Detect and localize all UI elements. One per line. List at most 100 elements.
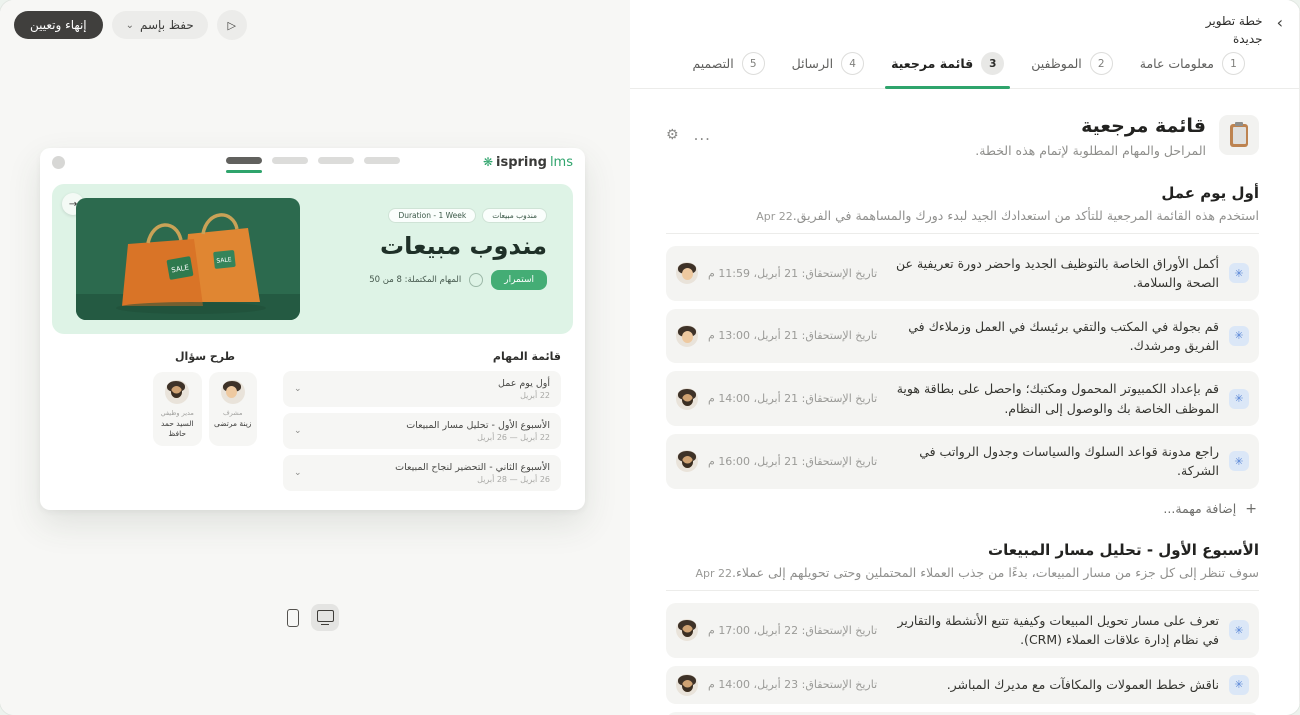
task-due-date: تاريخ الإستحقاق: 21 أبريل، 13:00 م xyxy=(708,329,878,343)
plus-icon: + xyxy=(1245,500,1257,517)
section-date: Apr 22 xyxy=(756,209,793,223)
task-type-icon: ✳ xyxy=(1229,388,1249,409)
tab-label: الرسائل xyxy=(791,56,834,71)
hero-badges: مندوب مبيعات Duration - 1 Week xyxy=(307,208,547,223)
tab[interactable]: 1 معلومات عامة xyxy=(1140,52,1245,88)
task-text: تعرف على مسار تحويل المبيعات وكيفية تتبع… xyxy=(897,612,1219,648)
clipboard-icon xyxy=(1219,115,1259,155)
nav-pill-active xyxy=(225,157,262,173)
editor-pane: › خطة تطوير جديدة 1 معلومات عامة 2 الموظ… xyxy=(630,0,1300,715)
nav-pill xyxy=(271,157,308,164)
preview-task-title: أول يوم عمل xyxy=(498,378,550,389)
save-as-button[interactable]: حفظ بإسم ⌄ xyxy=(111,11,208,39)
task-due-date: تاريخ الإستحقاق: 21 أبريل، 16:00 م xyxy=(708,454,878,468)
preview-task-rows: أول يوم عمل 22 أبريل ⌄ الأسبوع الأول - ت… xyxy=(283,371,561,491)
task-list: ✳ تعرف على مسار تحويل المبيعات وكيفية تت… xyxy=(666,602,1259,715)
preview-task-dates: 22 أبريل xyxy=(520,391,550,400)
add-task-button[interactable]: + إضافة مهمة... xyxy=(668,501,1257,517)
task-row[interactable]: ✳ ناقش خطط العمولات والمكافآت مع مديرك ا… xyxy=(666,711,1259,715)
gear-icon[interactable]: ⚙ xyxy=(666,127,679,143)
mentor-card[interactable]: مشرف زينة مرتضى xyxy=(208,372,257,447)
task-row[interactable]: ✳ قم بإعداد الكمبيوتر المحمول ومكتبك؛ وا… xyxy=(666,371,1259,427)
logo-ispring-text: ispring xyxy=(496,154,547,170)
nav-placeholder xyxy=(225,157,400,173)
course-cover-image: SALE SALE xyxy=(76,198,300,320)
preview-task-title: الأسبوع الثاني - التحضير لنجاح المبيعات xyxy=(395,462,550,473)
plan-title: خطة تطوير جديدة xyxy=(1205,14,1263,46)
checklist-section: الأسبوع الأول - تحليل مسار المبيعات سوف … xyxy=(666,541,1259,715)
svg-text:SALE: SALE xyxy=(216,256,232,265)
mentor-cards: مشرف زينة مرتضى مدير وظيفي السيد حمد حاف… xyxy=(153,372,257,447)
chevron-down-icon: ⌄ xyxy=(294,426,302,436)
task-due-date: تاريخ الإستحقاق: 23 أبريل، 14:00 م xyxy=(708,678,878,692)
assignee-avatar xyxy=(676,450,698,473)
preview-task-row[interactable]: الأسبوع الأول - تحليل مسار المبيعات 22 أ… xyxy=(283,413,561,449)
collapse-chevron-icon[interactable]: › xyxy=(1276,13,1283,32)
course-hero-card: → SALE xyxy=(52,184,573,334)
assignee-avatar xyxy=(676,324,698,347)
device-toggle xyxy=(287,604,339,631)
duration-badge: Duration - 1 Week xyxy=(388,208,477,223)
desktop-view-button[interactable] xyxy=(311,604,339,631)
mentor-role: مشرف xyxy=(222,409,243,417)
task-text: راجع مدونة قواعد السلوك والسياسات وجدول … xyxy=(919,444,1219,479)
task-row[interactable]: ✳ ناقش خطط العمولات والمكافآت مع مديرك ا… xyxy=(666,665,1259,704)
play-preview-button[interactable]: ▷ xyxy=(216,10,247,40)
checklist-header: قائمة مرجعية المراحل والمهام المطلوبة لإ… xyxy=(666,115,1259,158)
tab-label: معلومات عامة xyxy=(1139,56,1214,71)
preview-task-row[interactable]: الأسبوع الثاني - التحضير لنجاح المبيعات … xyxy=(283,455,561,491)
mentor-role: مدير وظيفي xyxy=(160,409,194,417)
header-titles: قائمة مرجعية المراحل والمهام المطلوبة لإ… xyxy=(975,115,1206,158)
preview-task-dates: 22 أبريل — 26 أبريل xyxy=(477,433,550,442)
task-text: قم بإعداد الكمبيوتر المحمول ومكتبك؛ واحص… xyxy=(896,381,1219,416)
tab[interactable]: 3 قائمة مرجعية xyxy=(885,52,1011,89)
ispring-logo-icon: ❋ xyxy=(482,155,493,169)
ispring-lms-logo: ❋ ispring lms xyxy=(483,155,573,170)
section-meta: استخدم هذه القائمة المرجعية للتأكد من اس… xyxy=(666,208,1259,234)
svg-text:SALE: SALE xyxy=(171,264,190,275)
continue-button[interactable]: استمرار xyxy=(491,270,547,290)
preview-topbar: ❋ ispring lms xyxy=(40,148,585,176)
plan-topbar: › خطة تطوير جديدة xyxy=(630,0,1299,48)
tab[interactable]: 5 التصميم xyxy=(692,52,765,88)
header-actions: ... ⚙ xyxy=(666,127,711,143)
section-title: الأسبوع الأول - تحليل مسار المبيعات xyxy=(988,540,1259,559)
logo-lms-text: lms xyxy=(549,154,573,170)
tab-number: 4 xyxy=(841,52,865,75)
task-type-icon: ✳ xyxy=(1229,620,1249,641)
task-due-date: تاريخ الإستحقاق: 21 أبريل، 11:59 م xyxy=(708,266,878,280)
course-title: مندوب مبيعات xyxy=(379,232,547,260)
assignee-avatar xyxy=(676,619,698,642)
task-type-icon: ✳ xyxy=(1229,674,1249,695)
mentor-avatar xyxy=(165,380,190,404)
sections: أول يوم عمل استخدم هذه القائمة المرجعية … xyxy=(666,184,1259,715)
tab[interactable]: 2 الموظفين xyxy=(1031,52,1113,88)
tab[interactable]: 4 الرسائل xyxy=(791,52,865,88)
chevron-down-icon: ⌄ xyxy=(125,19,135,31)
chevron-down-icon: ⌄ xyxy=(294,468,302,478)
task-row[interactable]: ✳ أكمل الأوراق الخاصة بالتوظيف الجديد وا… xyxy=(666,245,1259,301)
mentor-card[interactable]: مدير وظيفي السيد حمد حافظ xyxy=(153,372,202,447)
task-text: قم بجولة في المكتب والتقي برئيسك في العم… xyxy=(908,318,1219,353)
more-options-icon[interactable]: ... xyxy=(693,126,711,144)
task-type-icon: ✳ xyxy=(1229,263,1249,284)
task-row[interactable]: ✳ قم بجولة في المكتب والتقي برئيسك في ال… xyxy=(666,308,1259,364)
add-task-label: إضافة مهمة... xyxy=(1163,501,1237,517)
hero-text-block: مندوب مبيعات Duration - 1 Week مندوب مبي… xyxy=(307,208,547,290)
preview-task-row[interactable]: أول يوم عمل 22 أبريل ⌄ xyxy=(283,371,561,407)
task-row[interactable]: ✳ تعرف على مسار تحويل المبيعات وكيفية تت… xyxy=(666,602,1259,658)
assignee-avatar xyxy=(676,673,698,696)
task-list: ✳ أكمل الأوراق الخاصة بالتوظيف الجديد وا… xyxy=(666,245,1259,489)
task-list-heading: قائمة المهام xyxy=(492,350,561,363)
ask-question-heading: طرح سؤال xyxy=(175,350,235,363)
task-row[interactable]: ✳ راجع مدونة قواعد السلوك والسياسات وجدو… xyxy=(666,434,1259,489)
tab-number: 3 xyxy=(981,52,1005,75)
task-due-date: تاريخ الإستحقاق: 21 أبريل، 14:00 م xyxy=(708,392,878,406)
chevron-down-icon: ⌄ xyxy=(294,384,302,394)
mobile-view-icon[interactable] xyxy=(287,608,299,627)
section-date: Apr 22 xyxy=(695,566,733,580)
tab-number: 5 xyxy=(741,52,765,75)
finish-assign-button[interactable]: إنهاء وتعيين xyxy=(14,11,103,39)
nav-pill xyxy=(317,157,354,164)
